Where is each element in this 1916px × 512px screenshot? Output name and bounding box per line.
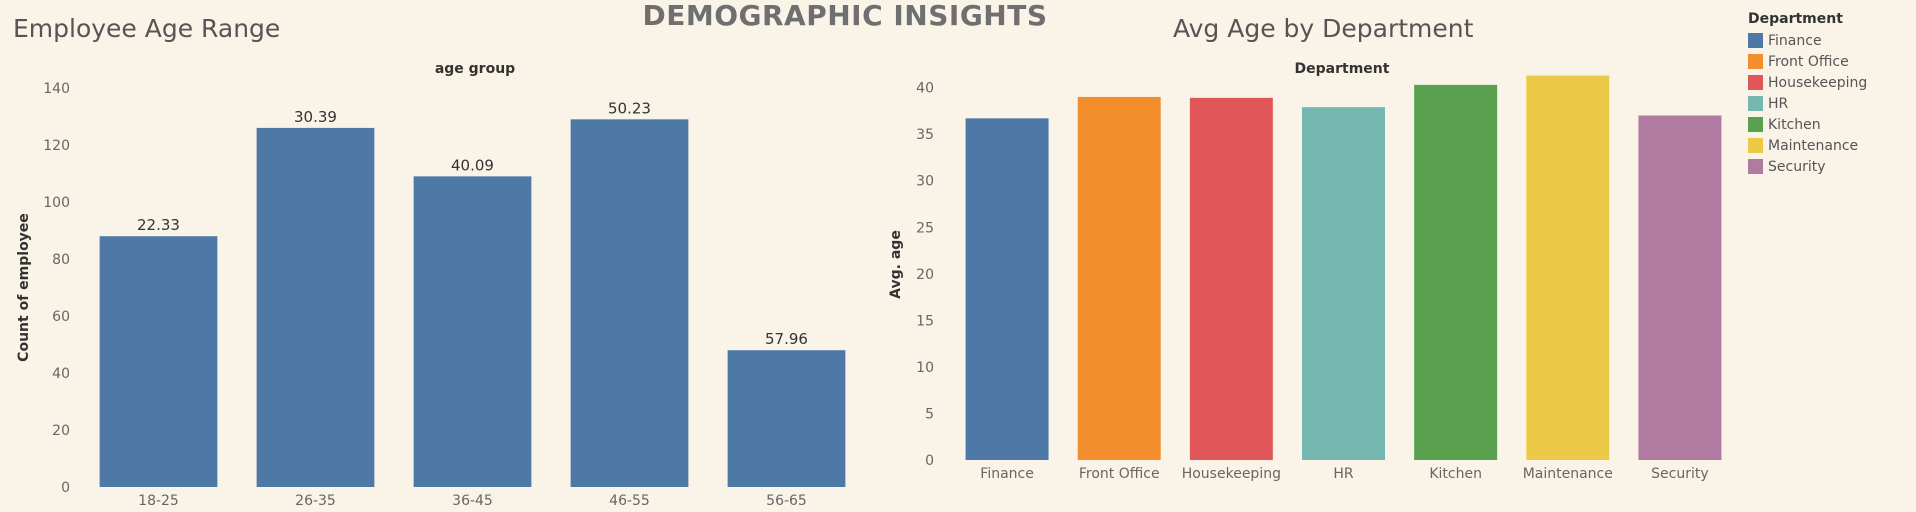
legend-item-kitchen[interactable]: Kitchen	[1748, 114, 1912, 135]
y-tick-label: 25	[916, 220, 934, 236]
y-tick-label: 0	[61, 480, 70, 496]
y-tick-label: 120	[43, 138, 70, 154]
legend-item-security[interactable]: Security	[1748, 156, 1912, 177]
x-tick-label: Kitchen	[1429, 466, 1482, 482]
legend-item-maintenance[interactable]: Maintenance	[1748, 135, 1912, 156]
legend-label: Front Office	[1768, 53, 1849, 70]
x-tick-label: 36-45	[452, 493, 493, 509]
legend-label: Kitchen	[1768, 116, 1821, 133]
legend-label: Maintenance	[1768, 137, 1859, 154]
y-tick-label: 35	[916, 127, 934, 143]
bar-data-label: 50.23	[608, 99, 651, 117]
bar-56-65	[727, 350, 846, 487]
x-tick-label: 18-25	[138, 493, 179, 509]
bar-36-45	[413, 176, 532, 487]
y-tick-label: 60	[52, 309, 70, 325]
y-tick-label: 80	[52, 252, 70, 268]
legend-title: Department	[1748, 11, 1843, 27]
legend-swatch	[1748, 33, 1763, 48]
x-tick-label: 46-55	[609, 493, 650, 509]
y-tick-label: 40	[916, 81, 934, 97]
bar-26-35	[256, 127, 375, 488]
legend-label: Housekeeping	[1768, 74, 1868, 91]
y-tick-label: 20	[52, 423, 70, 439]
bar-data-label: 30.39	[294, 108, 337, 126]
legend-swatch	[1748, 138, 1763, 153]
dept-age-chart-title: Avg Age by Department	[1173, 14, 1474, 43]
legend-item-hr[interactable]: HR	[1748, 93, 1912, 114]
y-tick-label: 100	[43, 195, 70, 211]
bar-kitchen	[1414, 84, 1498, 461]
y-tick-label: 0	[925, 453, 934, 469]
bar-security	[1638, 115, 1722, 461]
legend-item-front-office[interactable]: Front Office	[1748, 51, 1912, 72]
y-axis-label: Count of employee	[16, 213, 32, 362]
y-tick-label: 30	[916, 174, 934, 190]
bar-data-label: 22.33	[137, 216, 180, 234]
legend-swatch	[1748, 117, 1763, 132]
bar-housekeeping	[1189, 97, 1273, 460]
legend-label: HR	[1768, 95, 1789, 112]
bar-front-office	[1077, 96, 1161, 460]
x-tick-label: Front Office	[1079, 466, 1160, 482]
legend-label: Finance	[1768, 32, 1822, 49]
legend-swatch	[1748, 96, 1763, 111]
y-axis-label: Avg. age	[888, 230, 904, 299]
y-tick-label: 10	[916, 360, 934, 376]
x-tick-label: 26-35	[295, 493, 336, 509]
bar-46-55	[570, 119, 689, 487]
legend-label: Security	[1768, 158, 1826, 175]
x-tick-label: 56-65	[766, 493, 807, 509]
legend-item-finance[interactable]: Finance	[1748, 30, 1912, 51]
legend-swatch	[1748, 54, 1763, 69]
bar-finance	[965, 118, 1049, 460]
x-tick-label: Security	[1651, 466, 1709, 482]
legend-swatch	[1748, 75, 1763, 90]
x-axis-header: age group	[435, 61, 515, 77]
x-axis-header: Department	[1295, 61, 1390, 77]
x-tick-label: HR	[1333, 466, 1354, 482]
age-range-chart-title: Employee Age Range	[13, 14, 281, 43]
age-range-bar-chart: age group Count of employee 0 20 40 60 80 100 12…	[16, 61, 846, 509]
x-tick-label: Maintenance	[1523, 466, 1613, 482]
y-tick-label: 15	[916, 313, 934, 329]
bar-18-25	[99, 236, 218, 487]
y-tick-label: 40	[52, 366, 70, 382]
y-tick-label: 20	[916, 267, 934, 283]
legend-item-housekeeping[interactable]: Housekeeping	[1748, 72, 1912, 93]
bar-data-label: 40.09	[451, 156, 494, 174]
department-legend[interactable]: Department Finance Front Office Housekeepi…	[1748, 10, 1912, 177]
bar-data-label: 57.96	[765, 330, 808, 348]
bar-maintenance	[1526, 75, 1610, 461]
legend-swatch	[1748, 159, 1763, 174]
x-tick-label: Finance	[980, 466, 1034, 482]
y-tick-label: 5	[925, 406, 934, 422]
y-tick-label: 140	[43, 81, 70, 97]
bar-hr	[1302, 107, 1385, 461]
x-tick-label: Housekeeping	[1182, 466, 1281, 482]
dashboard-title: DEMOGRAPHIC INSIGHTS	[642, 0, 1048, 32]
